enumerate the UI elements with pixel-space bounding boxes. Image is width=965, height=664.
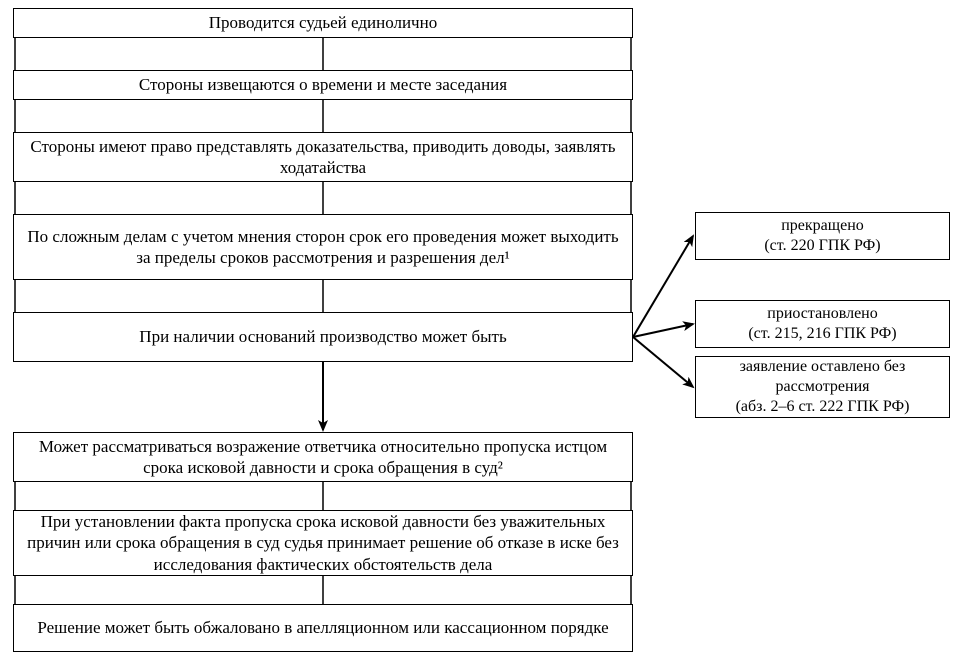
node-text: Стороны имеют право представлять доказат…: [22, 136, 624, 179]
flowchart-node-n6: Может рассматриваться возражение ответчи…: [13, 432, 633, 482]
flowchart-node-s1: прекращено (ст. 220 ГПК РФ): [695, 212, 950, 260]
flowchart-node-n5: При наличии оснований производство может…: [13, 312, 633, 362]
node-text: По сложным делам с учетом мнения сторон …: [22, 226, 624, 269]
node-text: Решение может быть обжаловано в апелляци…: [22, 617, 624, 638]
node-text: прекращено (ст. 220 ГПК РФ): [704, 216, 941, 256]
node-text: заявление оставлено без рассмотрения (аб…: [704, 357, 941, 417]
node-text: При наличии оснований производство может…: [22, 326, 624, 347]
node-text: Стороны извещаются о времени и месте зас…: [22, 74, 624, 95]
flowchart-node-n8: Решение может быть обжаловано в апелляци…: [13, 604, 633, 652]
flowchart-node-n4: По сложным делам с учетом мнения сторон …: [13, 214, 633, 280]
node-text: При установлении факта пропуска срока ис…: [22, 511, 624, 575]
node-text: приостановлено (ст. 215, 216 ГПК РФ): [704, 304, 941, 344]
flowchart-node-s2: приостановлено (ст. 215, 216 ГПК РФ): [695, 300, 950, 348]
flowchart-node-n1: Проводится судьей единолично: [13, 8, 633, 38]
flowchart-node-n2: Стороны извещаются о времени и месте зас…: [13, 70, 633, 100]
flowchart-node-s3: заявление оставлено без рассмотрения (аб…: [695, 356, 950, 418]
node-text: Может рассматриваться возражение ответчи…: [22, 436, 624, 479]
flowchart-node-n3: Стороны имеют право представлять доказат…: [13, 132, 633, 182]
flowchart-node-n7: При установлении факта пропуска срока ис…: [13, 510, 633, 576]
node-text: Проводится судьей единолично: [22, 12, 624, 33]
